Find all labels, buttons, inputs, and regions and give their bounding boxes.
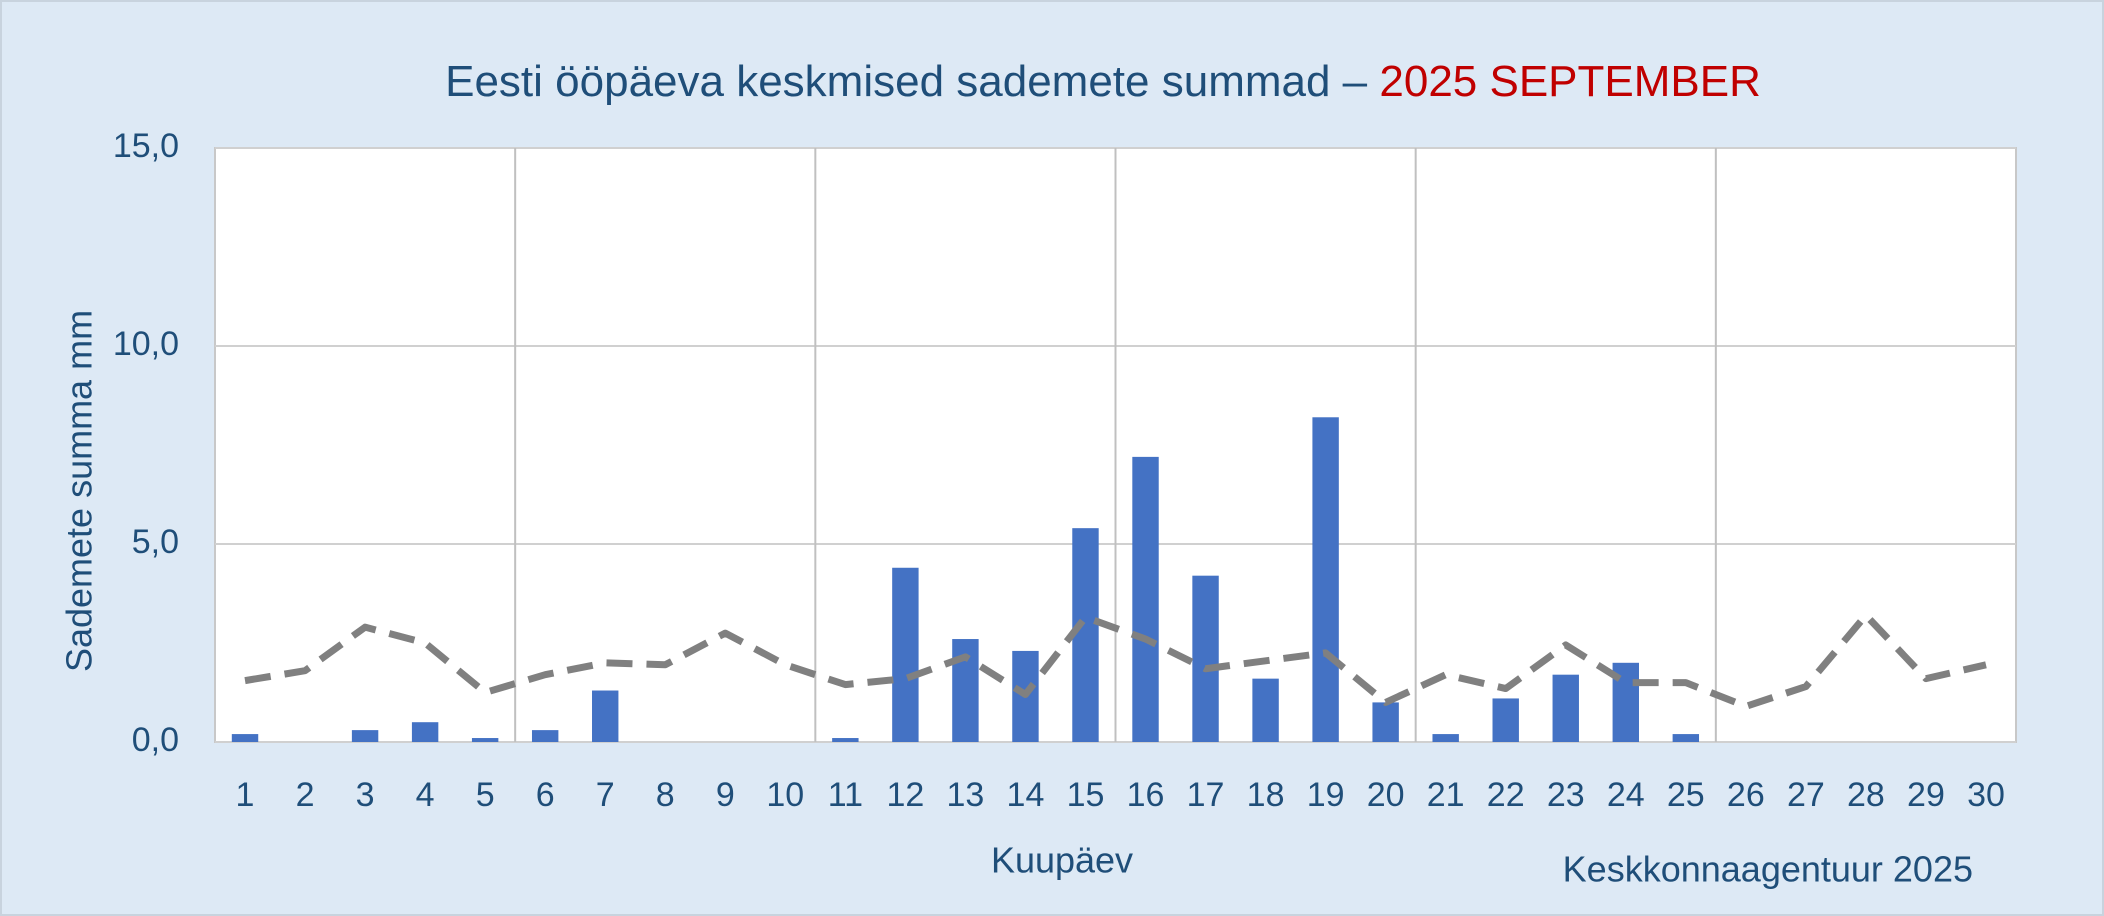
x-tick-label: 22 — [1487, 776, 1525, 814]
x-tick-label: 8 — [656, 776, 675, 814]
bar — [1372, 702, 1399, 742]
x-tick-label: 17 — [1187, 776, 1225, 814]
x-tick-label: 1 — [236, 776, 255, 814]
y-tick-label: 10,0 — [113, 325, 179, 363]
x-tick-label: 21 — [1427, 776, 1465, 814]
x-tick-label: 4 — [416, 776, 435, 814]
x-tick-label: 2 — [296, 776, 315, 814]
x-tick-label: 20 — [1367, 776, 1405, 814]
source: Keskkonnaagentuur 2025 — [1563, 849, 1973, 890]
x-tick-label: 25 — [1667, 776, 1705, 814]
x-tick-label: 13 — [947, 776, 985, 814]
x-tick-label: 29 — [1907, 776, 1945, 814]
bar — [231, 734, 259, 742]
y-tick-label: 5,0 — [132, 523, 179, 561]
bar — [1492, 698, 1519, 742]
chart-title: Eesti ööpäeva keskmised sademete summad … — [445, 57, 1761, 106]
x-tick-label: 5 — [476, 776, 495, 814]
x-tick-label: 15 — [1067, 776, 1105, 814]
bar — [1312, 417, 1339, 742]
x-tick-label: 23 — [1547, 776, 1585, 814]
bar — [1192, 575, 1219, 742]
title-main: Eesti ööpäeva keskmised sademete summad … — [445, 57, 1368, 106]
bar — [1552, 674, 1579, 742]
bar — [592, 690, 619, 742]
x-axis-label: Kuupäev — [991, 840, 1133, 881]
x-tick-label: 6 — [536, 776, 555, 814]
x-tick-label: 3 — [356, 776, 375, 814]
x-tick-label: 10 — [766, 776, 804, 814]
bar — [531, 730, 559, 742]
y-axis-label: Sademete summa mm — [59, 310, 100, 672]
x-tick-label: 27 — [1787, 776, 1825, 814]
bar — [832, 738, 859, 742]
x-tick-label: 11 — [828, 776, 863, 814]
bar — [471, 738, 499, 742]
x-tick-label: 16 — [1127, 776, 1165, 814]
x-tick-label: 30 — [1967, 776, 2005, 814]
x-tick-label: 24 — [1607, 776, 1645, 814]
x-tick-label: 28 — [1847, 776, 1885, 814]
x-tick-label: 18 — [1247, 776, 1285, 814]
bar — [411, 722, 439, 742]
bar — [1432, 734, 1459, 742]
line — [244, 611, 1987, 710]
x-tick-label: 12 — [886, 776, 924, 814]
x-tick-label: 7 — [596, 776, 615, 814]
bar — [351, 730, 379, 742]
bar — [1252, 678, 1279, 742]
title-highlight: 2025 SEPTEMBER — [1379, 57, 1761, 106]
x-tick-label: 14 — [1007, 776, 1045, 814]
x-tick-label: 9 — [716, 776, 735, 814]
x-tick-label: 19 — [1307, 776, 1345, 814]
bar — [1132, 456, 1159, 742]
bar — [1072, 528, 1099, 742]
y-tick-label: 15,0 — [113, 127, 179, 165]
bar — [1672, 734, 1700, 742]
y-tick-label: 0,0 — [132, 721, 179, 759]
x-tick-label: 26 — [1727, 776, 1765, 814]
bar — [892, 567, 919, 742]
